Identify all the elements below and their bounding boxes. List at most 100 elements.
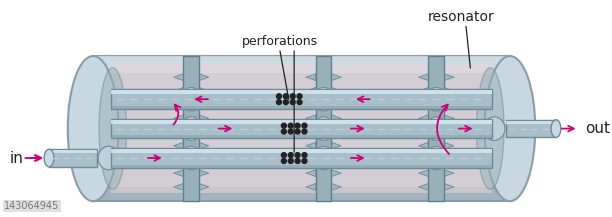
Ellipse shape	[483, 117, 505, 140]
Polygon shape	[444, 101, 454, 108]
Polygon shape	[174, 115, 184, 122]
Bar	[184, 56, 199, 201]
Text: 143064945: 143064945	[4, 201, 59, 211]
Circle shape	[295, 158, 300, 163]
Polygon shape	[332, 115, 341, 122]
Polygon shape	[332, 170, 341, 177]
Ellipse shape	[44, 149, 54, 167]
Polygon shape	[419, 115, 428, 122]
Circle shape	[283, 94, 288, 99]
Polygon shape	[419, 101, 428, 108]
Bar	[93, 56, 510, 201]
Polygon shape	[444, 156, 454, 163]
Polygon shape	[199, 115, 209, 122]
Polygon shape	[174, 183, 184, 190]
Polygon shape	[174, 87, 184, 94]
Circle shape	[302, 129, 307, 134]
Ellipse shape	[181, 146, 201, 170]
Polygon shape	[419, 170, 428, 177]
Polygon shape	[306, 183, 316, 190]
Polygon shape	[199, 74, 209, 81]
Bar	[506, 120, 556, 137]
Bar	[199, 64, 316, 193]
Bar	[428, 56, 444, 201]
Text: perforations: perforations	[241, 35, 318, 48]
Polygon shape	[174, 156, 184, 163]
Circle shape	[288, 153, 293, 158]
Bar	[93, 187, 510, 201]
Circle shape	[282, 158, 286, 163]
Circle shape	[277, 100, 282, 105]
Polygon shape	[444, 142, 454, 149]
Polygon shape	[306, 156, 316, 163]
Polygon shape	[306, 115, 316, 122]
Polygon shape	[332, 129, 341, 135]
Bar	[111, 106, 492, 109]
Bar	[332, 64, 428, 193]
Bar	[111, 120, 492, 124]
Ellipse shape	[314, 87, 334, 111]
Polygon shape	[199, 156, 209, 163]
Circle shape	[288, 158, 293, 163]
Polygon shape	[306, 142, 316, 149]
Polygon shape	[199, 170, 209, 177]
Circle shape	[277, 94, 282, 99]
Polygon shape	[199, 129, 209, 135]
Polygon shape	[306, 129, 316, 135]
Polygon shape	[444, 87, 454, 94]
Polygon shape	[332, 156, 341, 163]
Polygon shape	[199, 87, 209, 94]
Text: resonator: resonator	[427, 10, 494, 24]
Circle shape	[288, 123, 293, 128]
Polygon shape	[444, 74, 454, 81]
Polygon shape	[332, 142, 341, 149]
Circle shape	[302, 158, 307, 163]
Polygon shape	[419, 156, 428, 163]
Bar	[316, 56, 332, 201]
Ellipse shape	[427, 146, 446, 170]
Bar	[111, 149, 492, 153]
Circle shape	[295, 123, 300, 128]
Circle shape	[283, 100, 288, 105]
Bar	[111, 148, 492, 168]
Circle shape	[282, 153, 286, 158]
Circle shape	[297, 94, 302, 99]
Polygon shape	[444, 183, 454, 190]
Polygon shape	[419, 87, 428, 94]
Polygon shape	[419, 74, 428, 81]
Bar	[111, 165, 492, 168]
Bar	[444, 64, 493, 193]
Ellipse shape	[427, 117, 446, 140]
Text: out: out	[585, 121, 610, 136]
Circle shape	[297, 100, 302, 105]
Polygon shape	[332, 183, 341, 190]
Polygon shape	[174, 129, 184, 135]
Bar	[111, 135, 492, 138]
Circle shape	[295, 153, 300, 158]
Ellipse shape	[477, 68, 504, 189]
Ellipse shape	[551, 120, 561, 137]
Polygon shape	[444, 129, 454, 135]
Polygon shape	[306, 87, 316, 94]
Bar	[93, 56, 510, 74]
Circle shape	[302, 123, 307, 128]
Ellipse shape	[485, 56, 536, 201]
Polygon shape	[332, 74, 341, 81]
Circle shape	[288, 129, 293, 134]
Ellipse shape	[68, 56, 119, 201]
Polygon shape	[306, 101, 316, 108]
Bar	[506, 121, 556, 124]
Polygon shape	[199, 142, 209, 149]
Bar	[111, 119, 492, 138]
Polygon shape	[444, 115, 454, 122]
Polygon shape	[174, 101, 184, 108]
Polygon shape	[306, 170, 316, 177]
Bar	[111, 64, 184, 193]
Circle shape	[282, 129, 286, 134]
Polygon shape	[444, 170, 454, 177]
Polygon shape	[419, 129, 428, 135]
Ellipse shape	[98, 146, 119, 170]
Ellipse shape	[181, 87, 201, 111]
Ellipse shape	[427, 87, 446, 111]
Polygon shape	[174, 74, 184, 81]
